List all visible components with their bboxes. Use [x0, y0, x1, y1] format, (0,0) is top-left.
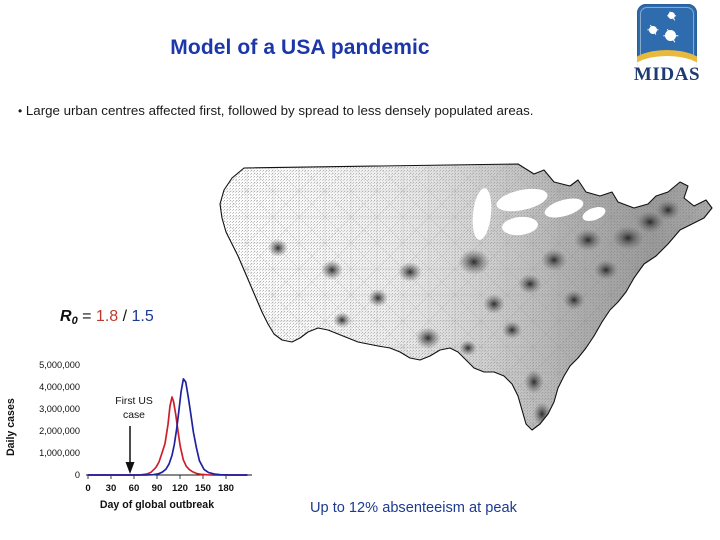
r0-value-low: 1.5 — [131, 308, 154, 325]
y-tick-label: 2,000,000 — [39, 426, 80, 436]
r0-value-high: 1.8 — [95, 308, 119, 325]
y-tick-label: 3,000,000 — [39, 404, 80, 414]
epidemic-curve-chart: Daily cases 5,000,000 4,000,000 3,000,00… — [2, 348, 260, 520]
chart-y-axis-label: Daily cases — [5, 398, 17, 456]
shield-icon — [637, 4, 697, 66]
bullet-item-text: Large urban centres affected first, foll… — [25, 103, 534, 118]
midas-wordmark: MIDAS — [633, 64, 701, 85]
white-arc-shape — [637, 56, 697, 66]
annotation-line-2: case — [123, 410, 145, 421]
x-tick-label: 180 — [218, 483, 234, 494]
virus-particle-icon — [665, 30, 676, 41]
x-tick-label: 120 — [172, 483, 188, 494]
r0-subscript: 0 — [71, 315, 78, 327]
chart-y-ticks: 5,000,000 4,000,000 3,000,000 2,000,000 … — [39, 360, 80, 480]
r0-separator: / — [118, 308, 132, 325]
y-tick-label: 5,000,000 — [39, 360, 80, 370]
page-title: Model of a USA pandemic — [170, 36, 430, 59]
map-outline — [219, 163, 713, 431]
y-tick-label: 0 — [75, 470, 80, 480]
x-tick-label: 60 — [129, 483, 140, 494]
r0-annotation: R0 = 1.8 / 1.5 — [60, 308, 154, 327]
series-curve-red — [87, 396, 248, 476]
bullet-list: • Large urban centres affected first, fo… — [18, 101, 598, 121]
great-lakes — [472, 188, 606, 240]
virus-particle-icon — [668, 12, 675, 19]
usa-population-density-map — [182, 152, 718, 462]
x-tick-label: 90 — [152, 483, 163, 494]
x-tick-label: 0 — [85, 483, 90, 494]
first-us-case-annotation: First US case — [115, 396, 153, 474]
annotation-line-1: First US — [115, 396, 153, 407]
annotation-arrow-head — [125, 462, 135, 474]
absenteeism-note: Up to 12% absenteeism at peak — [310, 500, 517, 516]
y-tick-label: 4,000,000 — [39, 382, 80, 392]
r0-equals: = — [77, 308, 96, 325]
chart-x-ticks: 0 30 60 90 120 150 180 — [85, 483, 234, 494]
r0-symbol: R — [60, 308, 72, 325]
midas-logo: MIDAS — [623, 4, 711, 90]
shield-inner-border — [640, 7, 694, 66]
map-land-fill — [220, 164, 712, 430]
bullet-marker: • — [18, 104, 23, 118]
virus-particle-icon — [649, 26, 657, 34]
chart-x-axis-label: Day of global outbreak — [100, 499, 214, 511]
y-tick-label: 1,000,000 — [39, 448, 80, 458]
x-tick-label: 150 — [195, 483, 211, 494]
series-curve-blue — [87, 378, 248, 476]
x-tick-label: 30 — [106, 483, 117, 494]
